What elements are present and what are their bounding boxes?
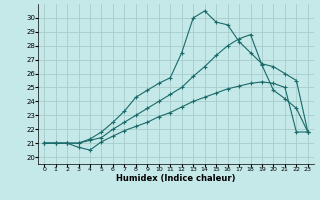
X-axis label: Humidex (Indice chaleur): Humidex (Indice chaleur) <box>116 174 236 183</box>
